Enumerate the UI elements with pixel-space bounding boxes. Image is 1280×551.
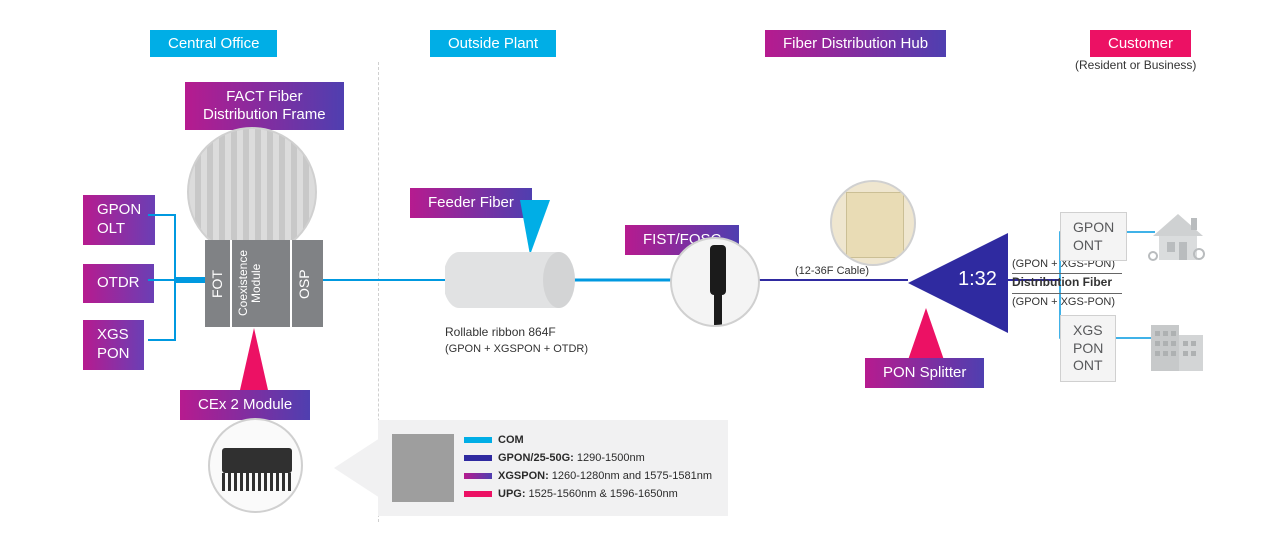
legend-chip — [392, 434, 454, 502]
feeder-cylinder — [445, 252, 580, 312]
legend-row-gpon: GPON/25-50G: 1290-1500nm — [464, 452, 645, 464]
feeder-caption-1: Rollable ribbon 864F — [445, 325, 556, 339]
diagram-root: Central Office Outside Plant Fiber Distr… — [0, 0, 1280, 551]
legend-row-upg: UPG: 1525-1560nm & 1596-1650nm — [464, 488, 678, 500]
feeder-caption-2: (GPON + XGSPON + OTDR) — [445, 343, 588, 355]
cex-legend-panel: COM GPON/25-50G: 1290-1500nm XGSPON: 126… — [378, 420, 728, 516]
splitter-pointer — [908, 308, 948, 363]
feeder-pointer — [520, 200, 570, 260]
legend-row-com: COM — [464, 434, 524, 446]
house-icon — [1145, 208, 1211, 264]
callout-pon-splitter: PON Splitter — [865, 358, 984, 388]
fist-fosc-photo — [670, 237, 760, 327]
splitter-ratio-label: 1:32 — [958, 268, 997, 291]
callout-feeder-fiber: Feeder Fiber — [410, 188, 532, 218]
node-gpon-ont: GPONONT — [1060, 212, 1127, 261]
node-xgs-pon-ont: XGSPONONT — [1060, 315, 1116, 382]
building-icon — [1145, 315, 1215, 375]
dist-caption-mid: Distribution Fiber — [1012, 275, 1112, 289]
hub-cable-caption: (12-36F Cable) — [795, 265, 869, 277]
legend-row-xgspon: XGSPON: 1260-1280nm and 1575-1581nm — [464, 470, 712, 482]
dist-caption-bot: (GPON + XGS-PON) — [1012, 296, 1115, 308]
